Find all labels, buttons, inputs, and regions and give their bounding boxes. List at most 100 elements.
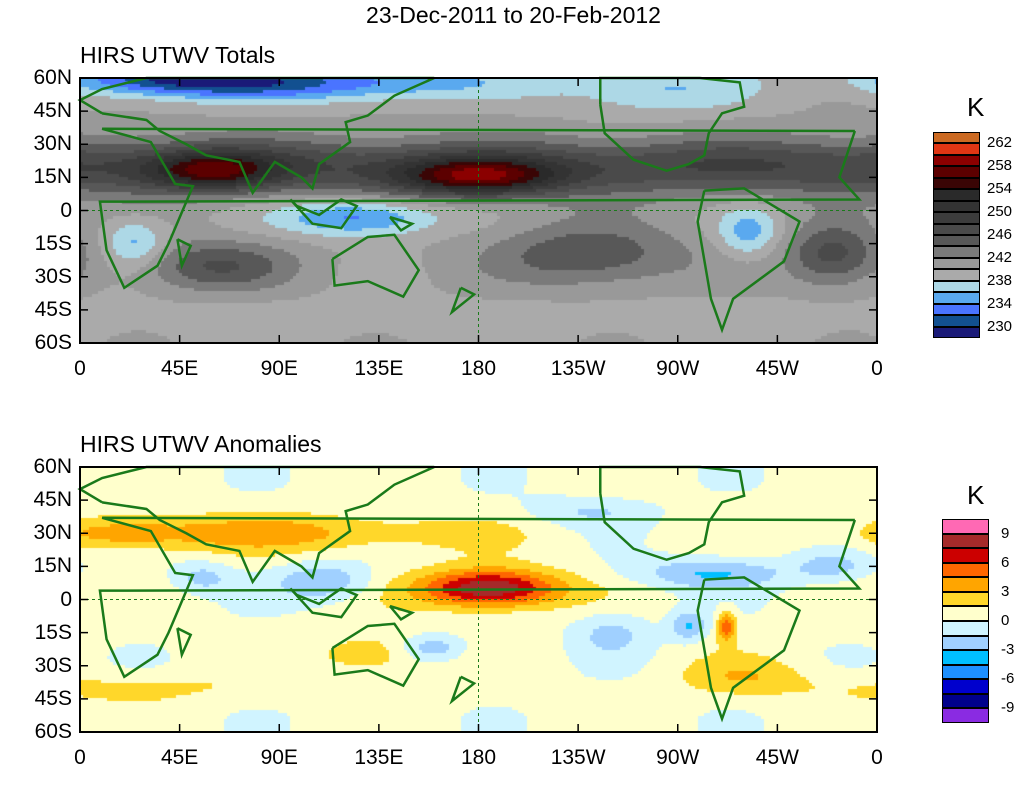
colorbar-box: [942, 664, 989, 680]
lat-tick-label: 60S: [34, 720, 72, 743]
colorbar-label: 230: [987, 317, 1013, 335]
lat-tick-label: 15N: [33, 554, 72, 578]
colorbar-label: 242: [987, 248, 1013, 266]
lat-tick-label: 45N: [33, 99, 72, 123]
colorbar-label: -3: [1001, 641, 1015, 659]
colorbar-box: [933, 189, 980, 201]
lat-tick-label: 30N: [33, 132, 72, 156]
colorbar-box: [942, 708, 989, 723]
lon-tick-label: 45E: [160, 357, 199, 380]
coastline: [98, 516, 863, 679]
colorbar-box: [933, 235, 980, 247]
lon-tick-label: 180: [460, 357, 497, 380]
top-panel-title: HIRS UTWV Totals: [80, 42, 276, 68]
colorbar-label: 250: [987, 203, 1013, 221]
lon-tick-label: 0: [74, 746, 86, 769]
lon-tick-label: 45E: [160, 746, 199, 769]
coastline: [449, 286, 477, 316]
colorbar-label: 258: [987, 157, 1013, 175]
colorbar-box: [933, 315, 980, 327]
lon-tick-label: 90W: [656, 357, 700, 380]
colorbar-box: [942, 562, 989, 578]
coastline: [289, 587, 359, 619]
colorbar-label: 254: [987, 180, 1013, 198]
anomalies-map-overlay: [77, 465, 878, 733]
lon-tick-label: 0: [871, 746, 883, 769]
colorbar-box: [933, 257, 980, 270]
colorbar-box: [942, 679, 989, 694]
lon-tick-label: 45W: [755, 357, 799, 380]
lat-tick-label: 60N: [33, 66, 72, 89]
lon-tick-label: 90E: [260, 357, 298, 380]
lon-tick-label: 90W: [656, 746, 700, 769]
lon-tick-label: 135W: [550, 746, 606, 769]
lat-tick-label: 30S: [34, 653, 72, 677]
colorbar-box: [933, 212, 980, 224]
coastline: [449, 675, 477, 705]
colorbar-box: [933, 143, 980, 155]
colorbar-label: 262: [987, 134, 1013, 152]
coastline: [176, 238, 193, 271]
colorbar-box: [942, 577, 989, 592]
colorbar-label: 234: [987, 294, 1013, 312]
coastline: [77, 76, 435, 196]
colorbar-box: [942, 621, 989, 636]
lat-tick-label: 60N: [33, 455, 72, 478]
colorbar-box: [942, 533, 989, 549]
coastline: [176, 627, 193, 660]
colorbar-box: [933, 177, 980, 190]
colorbar-box: [942, 591, 989, 607]
lon-tick-label: 180: [460, 746, 497, 769]
lon-tick-label: 0: [871, 357, 883, 380]
anomalies-colorbar-unit: K: [967, 480, 985, 510]
colorbar-box: [942, 519, 989, 534]
colorbar-box: [933, 132, 980, 144]
colorbar-box: [933, 326, 980, 338]
lon-tick-label: 0: [74, 357, 86, 380]
coastline: [331, 622, 421, 688]
coastline: [77, 465, 435, 585]
coastline: [696, 187, 802, 334]
coastline: [289, 198, 359, 230]
lat-tick-label: 45N: [33, 488, 72, 512]
colorbar-box: [942, 548, 989, 563]
lat-tick-label: 30N: [33, 521, 72, 545]
coastline: [388, 215, 416, 232]
colorbar-box: [933, 303, 980, 316]
totals-colorbar-unit: K: [967, 92, 985, 122]
lon-tick-label: 90E: [260, 746, 298, 769]
colorbar-box: [933, 246, 980, 258]
lat-tick-label: 45S: [34, 297, 72, 321]
coastline: [599, 465, 746, 562]
colorbar-box: [942, 693, 989, 709]
colorbar-box: [933, 154, 980, 167]
colorbar-box: [942, 650, 989, 665]
colorbar-label: 0: [1001, 612, 1010, 629]
colorbar-label: 3: [1001, 582, 1010, 600]
coastline: [388, 604, 416, 621]
colorbar-box: [933, 280, 980, 293]
colorbar-box: [933, 223, 980, 235]
lat-tick-label: 45S: [34, 686, 72, 710]
colorbar-box: [933, 200, 980, 213]
colorbar-label: 246: [987, 226, 1013, 243]
lon-tick-label: 45W: [755, 746, 799, 769]
lon-tick-label: 135W: [550, 357, 606, 380]
colorbar-box: [933, 269, 980, 281]
totals-map-overlay: [77, 76, 878, 344]
coastline: [331, 233, 421, 299]
lon-tick-label: 135E: [354, 746, 404, 769]
lat-tick-label: 0: [60, 198, 72, 222]
lat-tick-label: 15N: [33, 165, 72, 189]
colorbar-label: 9: [1001, 524, 1010, 542]
colorbar-label: 6: [1001, 553, 1010, 571]
colorbar-label: -9: [1001, 699, 1015, 717]
colorbar-label: 238: [987, 271, 1013, 289]
coastline: [599, 76, 746, 173]
lat-tick-label: 15S: [34, 231, 72, 255]
colorbar-label: -6: [1001, 670, 1015, 688]
coastline: [98, 127, 863, 290]
colorbar-box: [933, 292, 980, 304]
colorbar-box: [942, 635, 989, 651]
